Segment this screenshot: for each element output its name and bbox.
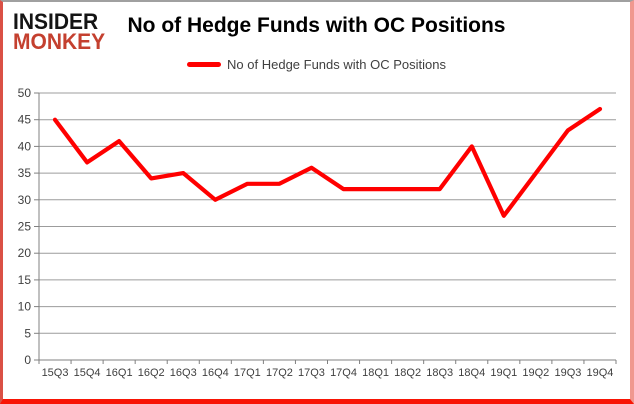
y-axis-tick-label: 35 <box>18 166 32 180</box>
logo-text-insider: INSIDER <box>13 9 99 35</box>
legend-line-swatch <box>187 62 222 67</box>
y-axis-tick-label: 20 <box>18 246 32 260</box>
x-axis-tick-label: 17Q3 <box>298 367 325 379</box>
y-axis-tick-label: 0 <box>24 353 31 367</box>
logo-text-monkey: MONKEY <box>13 29 106 55</box>
x-axis-tick-label: 17Q2 <box>266 367 293 379</box>
y-axis-tick-label: 10 <box>18 300 32 314</box>
legend: No of Hedge Funds with OC Positions <box>3 57 630 72</box>
x-axis-tick-label: 18Q3 <box>426 367 453 379</box>
x-axis-tick-label: 19Q1 <box>490 367 517 379</box>
y-axis-tick-label: 50 <box>18 86 32 100</box>
y-axis-tick-label: 15 <box>18 273 32 287</box>
chart-svg: 0 5 10 15 20 25 30 35 40 45 50 15Q3 15Q4 16Q1 16Q2 16Q3… <box>18 86 617 379</box>
x-axis-tick-label: 17Q1 <box>234 367 261 379</box>
chart-title: No of Hedge Funds with OC Positions <box>127 14 506 37</box>
x-axis-tick-label: 15Q4 <box>74 367 101 379</box>
series-line <box>52 106 603 218</box>
x-axis-tick-label: 19Q4 <box>587 367 614 379</box>
x-axis-tick-label: 18Q1 <box>362 367 389 379</box>
y-axis-tick-label: 45 <box>18 113 32 127</box>
x-axis-tick-label: 19Q2 <box>522 367 549 379</box>
x-axis-tick-label: 16Q1 <box>106 367 133 379</box>
insider-monkey-logo: INSIDER MONKEY <box>13 9 106 55</box>
x-axis-tick-label: 15Q3 <box>42 367 69 379</box>
x-axis-tick-label: 16Q2 <box>138 367 165 379</box>
y-axis-tick-label: 30 <box>18 193 32 207</box>
y-axis-tick-label: 25 <box>18 220 32 234</box>
y-axis-tick-label: 5 <box>24 326 31 340</box>
legend-label: No of Hedge Funds with OC Positions <box>227 57 446 72</box>
x-axis-tick-label: 19Q3 <box>554 367 581 379</box>
x-axis-tick-label: 18Q2 <box>394 367 421 379</box>
x-axis-tick-label: 16Q3 <box>170 367 197 379</box>
y-axis-tick-label: 40 <box>18 139 32 153</box>
x-axis-tick-label: 17Q4 <box>330 367 357 379</box>
x-axis-tick-label: 16Q4 <box>202 367 229 379</box>
x-axis-tick-label: 18Q4 <box>458 367 485 379</box>
